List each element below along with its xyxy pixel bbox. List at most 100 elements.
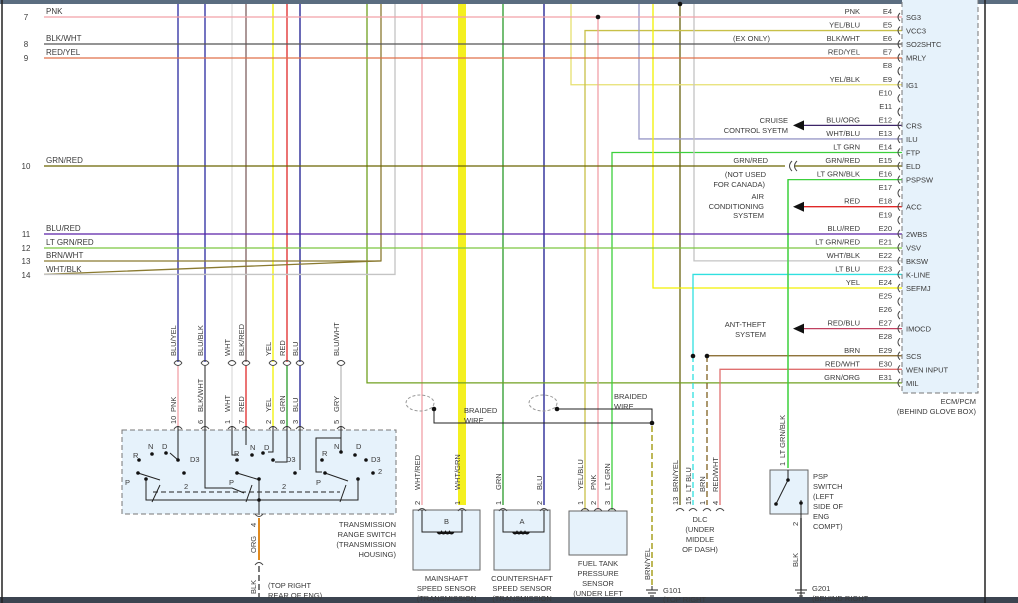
psp-label: ENG [813,512,829,521]
wire-vcc3 [584,29,902,510]
switch-position-label: N [334,442,339,451]
sensor-label: SPEED SENSOR [492,584,552,593]
psp-switch-box [769,469,809,515]
pin-number: E18 [879,197,892,206]
braided-label: BRAIDED [464,406,498,415]
coil-icon [502,510,545,533]
switch-terminal [136,471,140,475]
trs-pin-number: 6 [196,420,205,424]
trs-lower-wire-label: RED [237,396,246,412]
pin-number: E26 [879,305,892,314]
wire-wht-blk [44,4,396,276]
pin-number: E14 [879,143,892,152]
sensor-wire-label: PNK [589,475,598,490]
trs-upper-wire-label: WHT [223,339,232,356]
connector-icon [295,362,305,366]
pin-name: MIL [906,379,919,388]
braided-label: WIRE [614,402,634,411]
sensor-wire-label: BLU [535,475,544,490]
switch-position-label: R [322,449,328,458]
switch-terminal [257,477,261,481]
wire-wen [719,368,902,505]
labels: 7PNK8BLK/WHT9RED/YEL10GRN/RED11BLU/RED12… [22,7,977,603]
switch-terminal [774,502,778,506]
pin-number: E6 [883,34,892,43]
pin-connector-icon [897,161,901,171]
pin-number: E11 [879,102,892,111]
pin-wire-label: LT BLU [835,264,860,273]
pin-number: E20 [879,224,892,233]
connector-icon [200,360,210,364]
switch-terminal [339,450,343,454]
pin-wire-label: BLU/RED [827,224,860,233]
pin-number: E16 [879,170,892,179]
psp-out-wire: BLK [791,553,800,567]
splice-dot [649,420,655,426]
sensor-label: FUEL TANK [578,559,618,568]
dlc-pin-number: 4 [711,501,720,505]
switch-position-label: P [125,478,130,487]
row-wire-label: PNK [46,7,63,16]
splice-dot [431,406,437,412]
pin-wire-label: YEL/BLK [830,75,860,84]
pin-connector-icon [897,242,901,252]
pin-number: E19 [879,210,892,219]
pin-connector-icon [897,378,901,388]
trs-pin-number: 1 [223,420,232,424]
wire-pspsw [787,178,902,468]
pin-connector-icon [897,324,901,334]
ground-location: (BEHIND RIGHT [812,594,869,603]
ground-wire-label: BRN/YEL [643,548,652,580]
switch-terminal [176,458,180,462]
note-ac: SYSTEM [733,211,764,220]
pin-number: E8 [883,61,892,70]
pin-number: E17 [879,183,892,192]
pin-wire-label: GRN/ORG [824,373,860,382]
switch-position-label: 2 [282,482,286,491]
pin-connector-icon [897,66,901,76]
switch-position-label: N [148,442,153,451]
switch-terminal [353,453,357,457]
pin-name: VSV [906,243,921,252]
connector-icon [268,360,278,364]
trs-out-wire: ORG [249,536,258,553]
wires [43,4,902,597]
trs-lower-wire-label: WHT [223,395,232,412]
sensor-pin-number: 1 [494,501,503,505]
pin-wire-label: LT GRN [833,143,860,152]
connector-icon [607,508,617,512]
braided-label: WIRE [464,416,484,425]
switch-terminal [786,478,790,482]
trs-lower-wire-label: BLK/WHT [196,378,205,412]
note-grn-red: GRN/RED [733,156,768,165]
arrow-icon [793,201,804,212]
switch-contact [231,426,238,456]
wire-mil [366,4,902,384]
sensor-label: (UNDER LEFT [573,589,623,598]
sensor-pin-number: 1 [453,501,462,505]
top-bar [0,0,1018,4]
trs-upper-wire-label: RED [278,340,287,356]
pin-name: ACC [906,203,922,212]
trs-pin-number: 10 [169,416,178,424]
row-wire-label: WHT/BLK [46,265,82,274]
splice-dot [677,1,683,7]
pin-connector-icon [897,215,901,225]
row-number: 14 [22,271,31,280]
connector-icon [417,508,427,512]
pin-wire-label: WHT/BLU [826,129,860,138]
inline-connector-icon [789,160,798,172]
pin-name: BKSW [906,257,929,266]
sensor-label: (TRANSMISSION [492,594,552,603]
pin-name: IG1 [906,81,918,90]
row-number: 7 [24,13,29,22]
trs-pin-number: 3 [291,420,300,424]
switch-terminal [320,458,324,462]
pin-connector-icon [897,229,901,239]
switch-position-label: 2 [184,482,188,491]
psp-label: COMPT) [813,522,843,531]
switch-terminal [182,471,186,475]
pin-name: PSPSW [906,176,934,185]
dlc-wire-label: LT BLU [684,467,693,492]
pin-number: E12 [879,115,892,124]
